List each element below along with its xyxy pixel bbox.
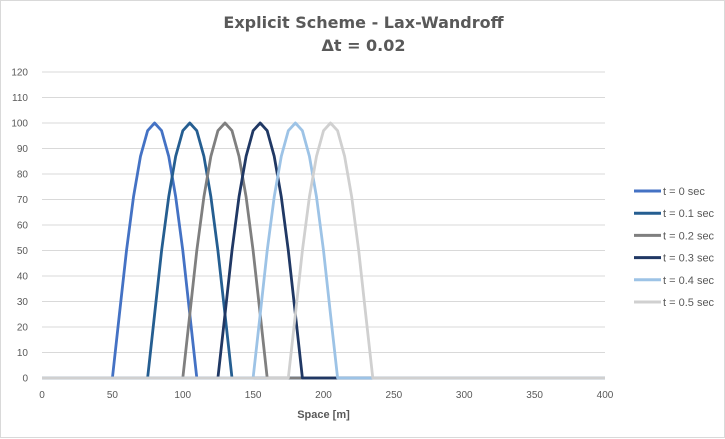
- y-tick-label: 90: [17, 144, 29, 155]
- x-tick-label: 200: [315, 390, 332, 401]
- chart-title: Explicit Scheme - Lax-Wandroff: [223, 13, 504, 32]
- y-tick-label: 70: [17, 195, 29, 206]
- legend-label: t = 0 sec: [663, 186, 705, 198]
- x-tick-label: 250: [386, 390, 403, 401]
- chart-subtitle: Δt = 0.02: [321, 36, 406, 55]
- x-tick-label: 300: [456, 390, 473, 401]
- x-tick-labels: 0 50 100 150 200 250 300 350 400: [39, 390, 614, 401]
- legend-label: t = 0.1 sec: [663, 208, 715, 220]
- y-tick-label: 40: [17, 272, 29, 283]
- y-tick-label: 60: [17, 221, 29, 232]
- series-lines: [42, 121, 605, 380]
- series-line: [42, 121, 605, 380]
- x-axis-title: Space [m]: [297, 409, 350, 421]
- legend: t = 0 sec t = 0.1 sec t = 0.2 sec t = 0.3 s…: [634, 186, 715, 309]
- x-tick-label: 0: [39, 390, 45, 401]
- y-tick-label: 30: [17, 297, 29, 308]
- y-tick-label: 80: [17, 170, 29, 181]
- legend-label: t = 0.3 sec: [663, 253, 715, 265]
- x-tick-label: 50: [107, 390, 119, 401]
- x-tick-label: 350: [526, 390, 543, 401]
- y-tick-label: 50: [17, 246, 29, 257]
- gridlines: [42, 71, 605, 379]
- legend-label: t = 0.5 sec: [663, 297, 715, 309]
- y-tick-labels: 0 10 20 30 40 50 60 70 80 90 100 110 120: [11, 68, 28, 385]
- x-tick-label: 400: [597, 390, 614, 401]
- legend-label: t = 0.2 sec: [663, 230, 715, 242]
- y-tick-label: 10: [17, 348, 29, 359]
- y-tick-label: 100: [11, 119, 28, 130]
- legend-label: t = 0.4 sec: [663, 275, 715, 287]
- x-tick-label: 100: [174, 390, 191, 401]
- x-tick-label: 150: [245, 390, 262, 401]
- y-tick-label: 0: [22, 374, 28, 385]
- y-tick-label: 120: [11, 68, 28, 79]
- y-tick-label: 20: [17, 323, 29, 334]
- y-tick-label: 110: [12, 93, 28, 104]
